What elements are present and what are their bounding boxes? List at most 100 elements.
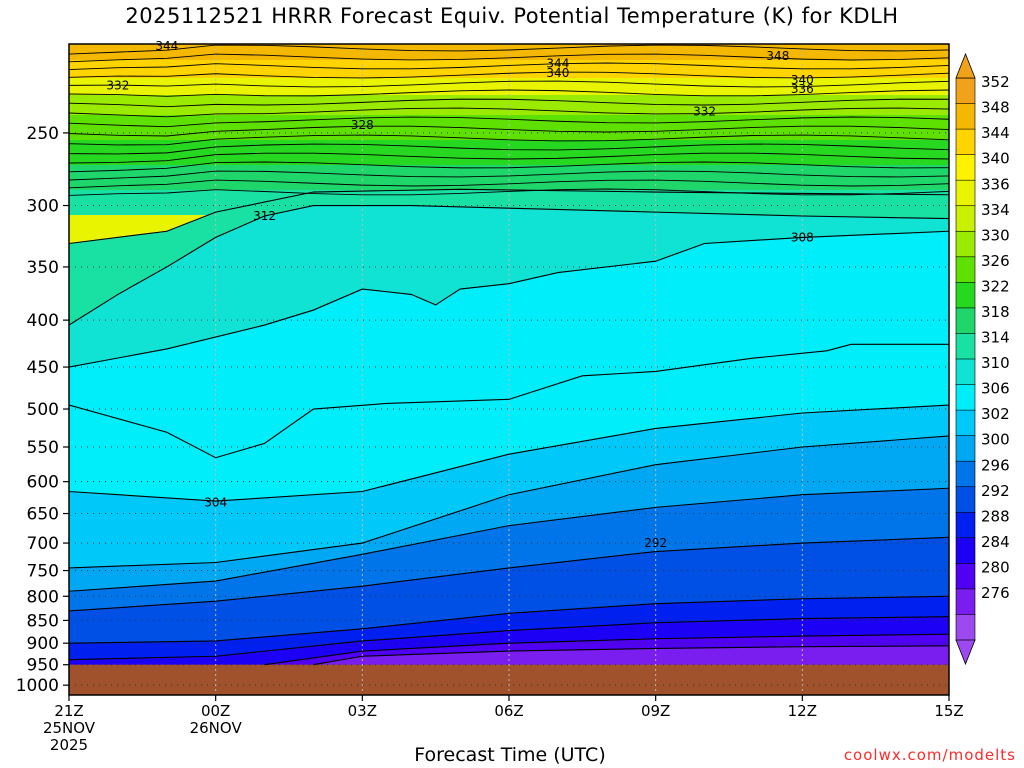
contour-label: 312 [253,209,276,223]
colorbar-cell [955,77,976,105]
x-tick-label: 06Z [494,702,523,720]
credit-link[interactable]: coolwx.com/modelts [843,746,1016,764]
x-tick-label: 2025 [50,736,88,754]
y-tick-label: 450 [27,358,59,378]
contour-label: 304 [204,495,227,509]
contour-label: 336 [791,82,814,96]
upper-isoline [69,44,949,55]
isoline-296 [69,487,949,592]
isoline-312 [69,204,949,326]
colorbar-label: 334 [981,201,1010,219]
isoline-306 [69,343,949,459]
colorbar-label: 292 [981,482,1010,500]
colorbar-label: 318 [981,303,1010,321]
isoline-276 [313,645,949,666]
colorbar-label: 340 [981,150,1010,168]
x-tick-label: 03Z [348,702,377,720]
contour-label: 344 [155,39,178,53]
upper-band [69,115,949,140]
upper-band [69,78,949,95]
colorbar-label: 310 [981,354,1010,372]
colorbar-cell [955,358,976,386]
upper-isoline [69,125,949,137]
upper-isoline [69,161,949,173]
y-tick-label: 950 [27,656,59,676]
colorbar-label: 306 [981,380,1010,398]
colorbar-cell [955,256,976,284]
colorbar-label: 288 [981,507,1010,525]
colorbar-extend-top [955,52,976,79]
isoline-300 [69,435,949,569]
colorbar-label: 296 [981,456,1010,474]
y-tick-label: 350 [27,258,59,278]
y-tick-label: 750 [27,562,59,582]
colorbar-cell [955,511,976,539]
colorbar-label: 300 [981,431,1010,449]
upper-isoline [69,116,949,128]
colorbar-cell [955,460,976,488]
upper-isoline [69,170,949,181]
contour-label: 340 [791,73,814,87]
colorbar-label: 322 [981,277,1010,295]
chart-title: 2025112521 HRRR Forecast Equiv. Potentia… [125,4,899,28]
contour-label: 344 [546,56,569,70]
y-tick-label: 600 [27,473,59,493]
colorbar-label: 326 [981,252,1010,270]
y-tick-label: 250 [27,124,59,144]
x-tick-label: 21Z [54,702,83,720]
contour-label: 292 [644,536,667,550]
upper-isoline [69,152,949,164]
colorbar-cell [955,563,976,590]
colorbar-label: 330 [981,226,1010,244]
colorbar-cell [955,128,976,156]
y-tick-label: 650 [27,505,59,525]
upper-isoline [69,53,949,63]
y-tick-label: 400 [27,311,59,331]
colorbar-cell [955,154,976,181]
colorbar-cell [955,205,976,233]
colorbar-cell [955,230,976,258]
y-tick-label: 550 [27,438,59,458]
upper-band [69,140,949,165]
x-tick-label: 12Z [788,702,817,720]
upper-isoline [69,71,949,79]
contour-label: 332 [106,79,129,93]
contour-label: 328 [351,118,374,132]
colorbar-label: 284 [981,533,1010,551]
colorbar-cell [955,486,976,514]
colorbar-label: 344 [981,124,1010,142]
isoline-292 [69,536,949,612]
contour-lines [69,44,949,666]
upper-isoline [69,179,949,189]
y-tick-label: 1000 [16,676,59,696]
colorbar-cell [955,103,976,130]
upper-band [69,165,949,190]
x-tick-label: 26NOV [190,719,243,737]
y-tick-label: 900 [27,634,59,654]
y-tick-label: 300 [27,197,59,217]
y-tick-label: 500 [27,400,59,420]
upper-isoline [69,143,949,155]
upper-isoline [69,107,949,118]
y-tick-label: 800 [27,587,59,607]
colorbar-extend-bottom [955,639,976,666]
x-tick-label: 15Z [934,702,963,720]
upper-isoline [69,62,949,70]
colorbar-label: 336 [981,175,1010,193]
upper-isoline [69,80,949,88]
contour-label: 348 [766,49,789,63]
colorbar-cell [955,614,976,641]
isoline-288 [69,595,949,644]
colorbar-label: 280 [981,558,1010,576]
colorbar-cell [955,333,976,360]
x-tick-label: 00Z [201,702,230,720]
upper-isoline [69,89,949,97]
y-tick-label: 700 [27,534,59,554]
isoline-304 [69,404,949,502]
colorbar-label: 348 [981,99,1010,117]
colorbar-label: 352 [981,73,1010,91]
colorbar-label: 302 [981,405,1010,423]
x-tick-label: 09Z [641,702,670,720]
